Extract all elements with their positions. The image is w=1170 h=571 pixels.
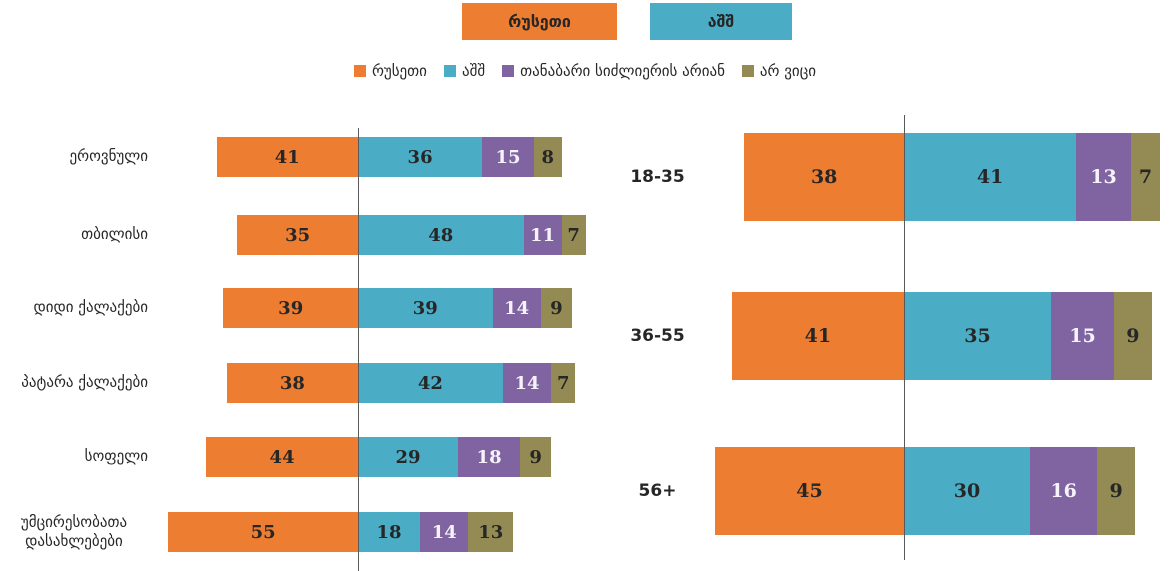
legend-swatch-icon (741, 65, 754, 77)
bar-segment-0-4-1: 29 (357, 437, 459, 477)
bar-segment-0-1-2: 11 (523, 215, 562, 255)
legend-swatch-icon (502, 65, 515, 77)
bar-segment-0-3-3: 7 (551, 363, 576, 403)
banner-legend-russia: რუსეთი (462, 3, 617, 40)
bar-segment-0-5-0: 55 (168, 512, 358, 552)
bar-segment-1-0-3: 7 (1130, 133, 1161, 221)
bar-row-0-1: 35 48 11 7 (237, 215, 586, 255)
legend-label: რუსეთი (371, 62, 427, 80)
category-label-0-1: თბილისი (0, 215, 148, 255)
bar-segment-1-1-2: 15 (1050, 292, 1114, 380)
bar-segment-0-1-1: 48 (358, 215, 524, 255)
bar-segment-0-1-0: 35 (237, 215, 358, 255)
bar-row-1-2: 45 30 16 9 (715, 447, 1135, 535)
bar-segment-0-5-3: 13 (468, 512, 514, 552)
legend: რუსეთი აშშ თანაბარი სიძლიერის არიან არ ვიცი (0, 62, 1170, 80)
bar-segment-0-0-3: 8 (533, 137, 562, 177)
category-label-text: 18-35 (630, 166, 685, 187)
bar-segment-0-2-3: 9 (540, 288, 572, 328)
category-label-0-2: დიდი ქალაქები (0, 288, 148, 328)
chart-by-age: 18-35 38 41 13 7 36-55 41 35 15 9 56+ 45 30 16 9 (610, 0, 1170, 571)
legend-label: არ ვიცი (759, 62, 817, 80)
legend-item-1: აშშ (443, 62, 486, 80)
category-label-text: უმცირესობათა დასახლებები (20, 512, 128, 551)
category-label-text: თბილისი (81, 225, 148, 244)
legend-label: თანაბარი სიძლიერის არიან (520, 62, 725, 80)
bar-segment-1-0-1: 41 (903, 133, 1077, 221)
bar-segment-1-2-3: 9 (1097, 447, 1135, 535)
bar-row-0-3: 38 42 14 7 (226, 363, 576, 403)
bar-segment-0-1-3: 7 (561, 215, 586, 255)
bar-segment-0-3-2: 14 (502, 363, 552, 403)
legend-label: აშშ (461, 62, 486, 80)
bar-row-1-0: 38 41 13 7 (744, 133, 1161, 221)
bar-segment-0-0-2: 15 (482, 137, 534, 177)
axis-baseline (358, 128, 359, 571)
bar-segment-0-4-2: 18 (458, 437, 521, 477)
category-label-text: პატარა ქალაქები (21, 373, 148, 392)
bar-segment-1-2-0: 45 (715, 447, 904, 535)
bar-segment-0-2-1: 39 (357, 288, 493, 328)
category-label-text: 36-55 (630, 325, 685, 346)
legend-swatch-icon (353, 65, 366, 77)
bar-segment-1-1-1: 35 (903, 292, 1051, 380)
bar-segment-0-4-3: 9 (520, 437, 552, 477)
bar-segment-1-0-0: 38 (744, 133, 904, 221)
bar-segment-1-2-1: 30 (904, 447, 1030, 535)
bar-segment-0-5-2: 14 (420, 512, 469, 552)
category-label-text: ეროვნული (69, 147, 148, 166)
category-label-0-0: ეროვნული (0, 137, 148, 177)
banner-legend-usa: აშშ (650, 3, 792, 40)
category-label-text: სოფელი (84, 447, 148, 466)
bar-segment-0-5-1: 18 (358, 512, 421, 552)
category-label-1-2: 56+ (610, 447, 705, 535)
bar-segment-0-0-1: 36 (357, 137, 483, 177)
bar-segment-1-1-3: 9 (1113, 292, 1152, 380)
axis-baseline (904, 115, 905, 560)
category-label-1-1: 36-55 (610, 292, 705, 380)
category-label-0-3: პატარა ქალაქები (0, 363, 148, 403)
bar-row-0-4: 44 29 18 9 (206, 437, 552, 477)
bar-segment-1-0-2: 13 (1076, 133, 1131, 221)
bar-segment-0-0-0: 41 (216, 137, 358, 177)
bar-row-0-5: 55 18 14 13 (168, 512, 514, 552)
bar-row-1-1: 41 35 15 9 (731, 292, 1152, 380)
bar-segment-0-3-1: 42 (357, 363, 503, 403)
bar-segment-0-4-0: 44 (206, 437, 358, 477)
category-label-text: 56+ (638, 480, 677, 501)
bar-segment-1-1-0: 41 (731, 292, 904, 380)
legend-item-0: რუსეთი (353, 62, 427, 80)
legend-item-3: არ ვიცი (741, 62, 817, 80)
bar-segment-0-3-0: 38 (226, 363, 358, 403)
category-label-1-0: 18-35 (610, 133, 705, 221)
bar-segment-0-2-0: 39 (223, 288, 358, 328)
category-label-0-5: უმცირესობათა დასახლებები (0, 512, 148, 552)
legend-swatch-icon (443, 65, 456, 77)
bar-segment-0-2-2: 14 (492, 288, 541, 328)
bar-row-0-0: 41 36 15 8 (216, 137, 562, 177)
legend-item-2: თანაბარი სიძლიერის არიან (502, 62, 725, 80)
category-label-0-4: სოფელი (0, 437, 148, 477)
bar-row-0-2: 39 39 14 9 (223, 288, 572, 328)
category-label-text: დიდი ქალაქები (33, 298, 148, 317)
bar-segment-1-2-2: 16 (1030, 447, 1098, 535)
chart-by-settlement: ეროვნული 41 36 15 8 თბილისი 35 48 11 7 დიდი ქალაქე… (0, 128, 586, 571)
